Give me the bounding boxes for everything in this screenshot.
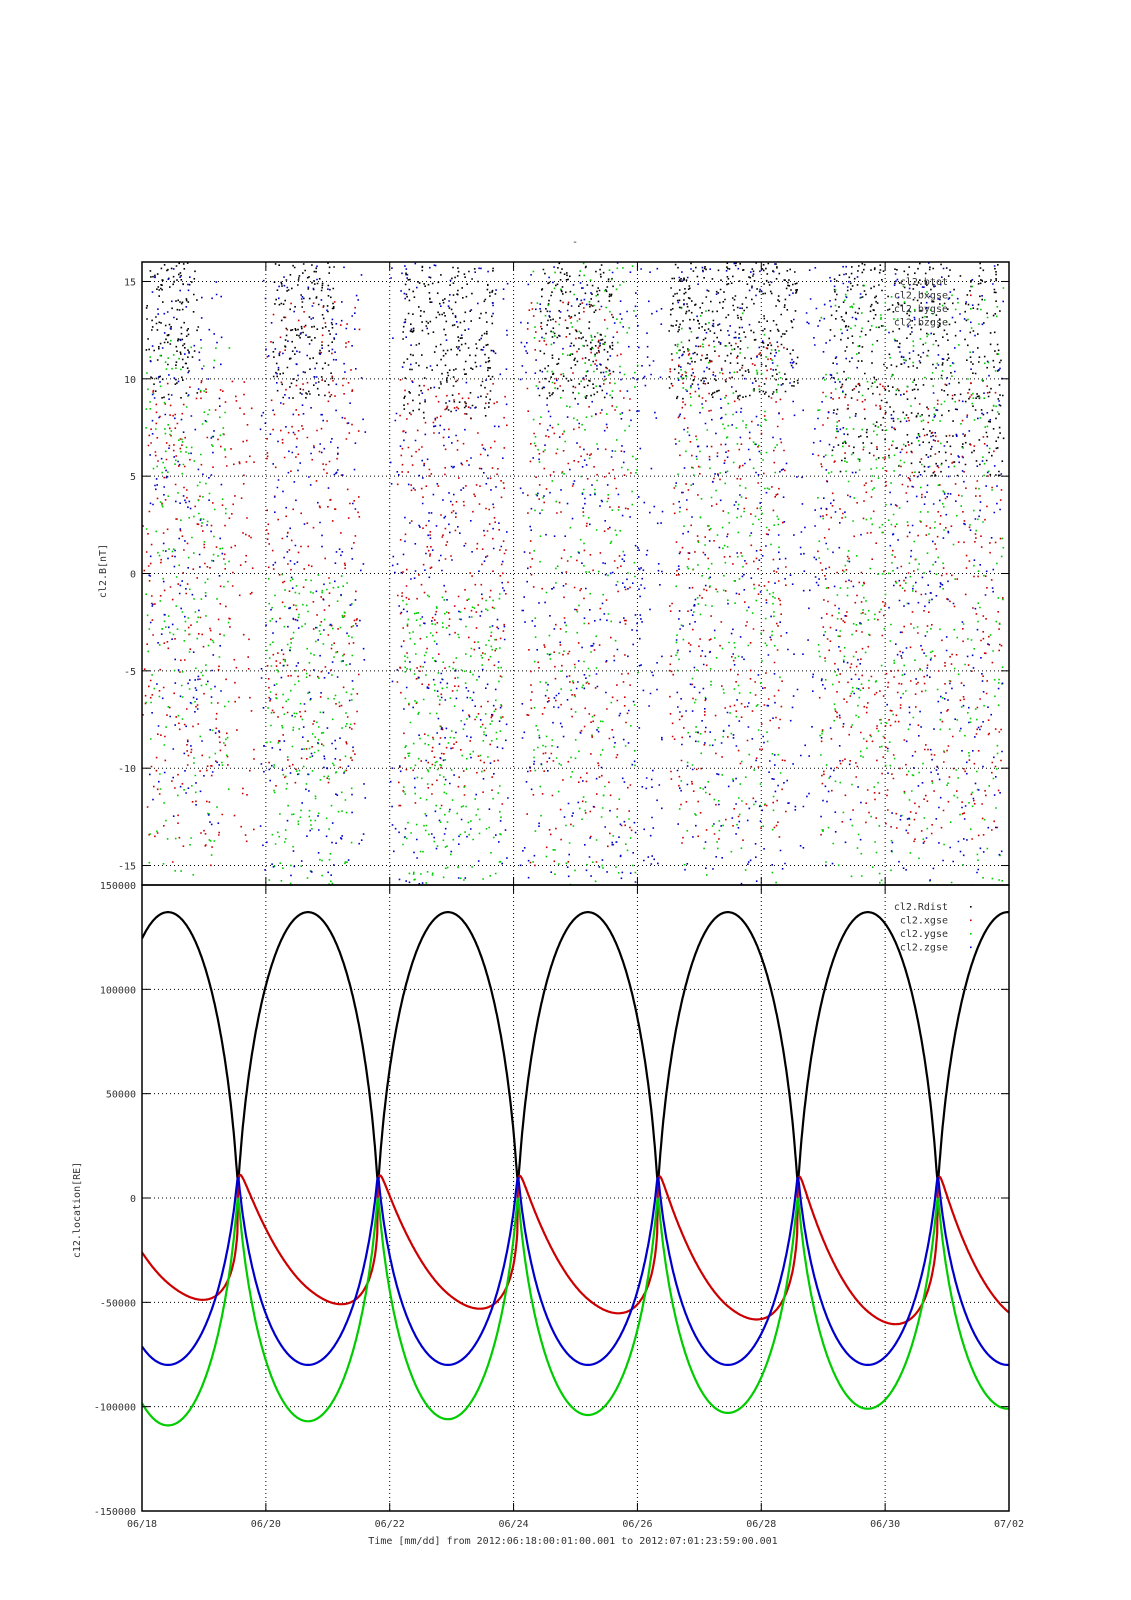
- scatter-points-cl2.btot: [402, 265, 497, 420]
- x-tick-label: 06/24: [499, 1519, 529, 1530]
- y-tick-label: 5: [130, 472, 136, 483]
- scatter-points-cl2.bxgse: [817, 382, 1004, 843]
- legend-marker-cl2.bygse: [970, 308, 972, 310]
- legend-marker-cl2.ygse: [970, 933, 972, 935]
- scatter-points-cl2.bxgse: [526, 301, 633, 867]
- y-tick-label: 50000: [106, 1090, 136, 1101]
- scatter-points-cl2.bzgse: [259, 265, 367, 877]
- scatter-points-cl2.bzgse: [148, 268, 224, 826]
- orbit-lines-group: [142, 911, 1009, 1427]
- legend-label-cl2.bygse: cl2.bygse: [894, 304, 948, 315]
- legend-marker-cl2.bzgse: [970, 321, 972, 324]
- series-line-cl2.Rdist: [142, 911, 1009, 1182]
- legend-label-cl2.bzgse: cl2.bzgse: [894, 318, 948, 329]
- y-tick-label: 10: [124, 375, 136, 386]
- y-tick-label: -15: [118, 862, 136, 873]
- legend-label-cl2.ygse: cl2.ygse: [900, 929, 948, 940]
- x-tick-label: 06/26: [622, 1519, 652, 1530]
- x-tick-label: 06/22: [375, 1519, 405, 1530]
- scatter-points-cl2.bygse: [145, 339, 231, 876]
- y-axis-label-bottom: c12.location[RE]: [72, 1162, 83, 1258]
- scatter-points-cl2.btot: [668, 262, 799, 400]
- y-tick-label: 15: [124, 277, 136, 288]
- series-line-cl2.zgse: [142, 1176, 1009, 1366]
- legend-marker-cl2.xgse: [970, 919, 972, 922]
- scatter-points-cl2.bxgse: [396, 379, 509, 807]
- location-panel: -150000 -100000 -50000 0 50000 100000 150000 06…: [94, 881, 1024, 1530]
- y-tick-label: -10: [118, 764, 136, 775]
- y-tick-label: 150000: [100, 881, 136, 892]
- x-tick-label: 07/02: [994, 1519, 1024, 1530]
- y-tick-label: 0: [130, 570, 136, 581]
- scatter-points-cl2.bxgse: [142, 380, 255, 867]
- y-tick-label: -50000: [100, 1298, 136, 1309]
- legend-label-cl2.bxgse: cl2.bxgse: [894, 291, 948, 302]
- scatter-points-cl2.btot: [538, 262, 615, 400]
- y-tick-label: -100000: [94, 1403, 136, 1414]
- scatter-points-cl2.bygse: [402, 593, 503, 885]
- legend-marker-cl2.Rdist: [970, 906, 972, 908]
- x-axis-label: Time [mm/dd] from 2012:06:18:00:01:00.00…: [368, 1536, 777, 1547]
- x-tick-label: 06/30: [870, 1519, 900, 1530]
- legend-marker-cl2.bxgse: [970, 294, 972, 297]
- y-axis-label-top: cl2.B[nT]: [98, 544, 109, 598]
- legend-label-cl2.btot: cl2.btot: [900, 277, 948, 288]
- y-tick-label: 100000: [100, 985, 136, 996]
- legend-label-cl2.zgse: cl2.zgse: [900, 943, 948, 954]
- y-tick-label: 0: [130, 1194, 136, 1205]
- scatter-points-cl2.btot: [145, 262, 200, 399]
- legend-label-cl2.Rdist: cl2.Rdist: [894, 902, 948, 913]
- scatter-points-cl2.bzgse: [519, 262, 664, 883]
- x-tick-label: 06/18: [127, 1519, 157, 1530]
- series-line-cl2.xgse: [142, 1173, 1009, 1326]
- y-tick-label: -150000: [94, 1507, 136, 1518]
- x-tick-label: 06/20: [251, 1519, 281, 1530]
- x-tick-label: 06/28: [746, 1519, 776, 1530]
- scatter-points-cl2.bzgse: [675, 262, 862, 885]
- legend-marker-cl2.zgse: [970, 946, 972, 949]
- series-line-cl2.ygse: [142, 1197, 1009, 1427]
- chart-title: -: [572, 237, 578, 248]
- scatter-points-cl2.bzgse: [886, 262, 1004, 881]
- legend-marker-cl2.btot: [970, 281, 972, 283]
- scatter-points-cl2.btot: [272, 262, 336, 399]
- magnetic-field-panel: -15 -10 -5 0 5 10 15 cl2.btot cl2.bxgse cl2.bygse…: [118, 261, 1010, 886]
- y-tick-label: -5: [124, 667, 136, 678]
- legend-label-cl2.xgse: cl2.xgse: [900, 916, 948, 927]
- scatter-group: [142, 262, 1005, 885]
